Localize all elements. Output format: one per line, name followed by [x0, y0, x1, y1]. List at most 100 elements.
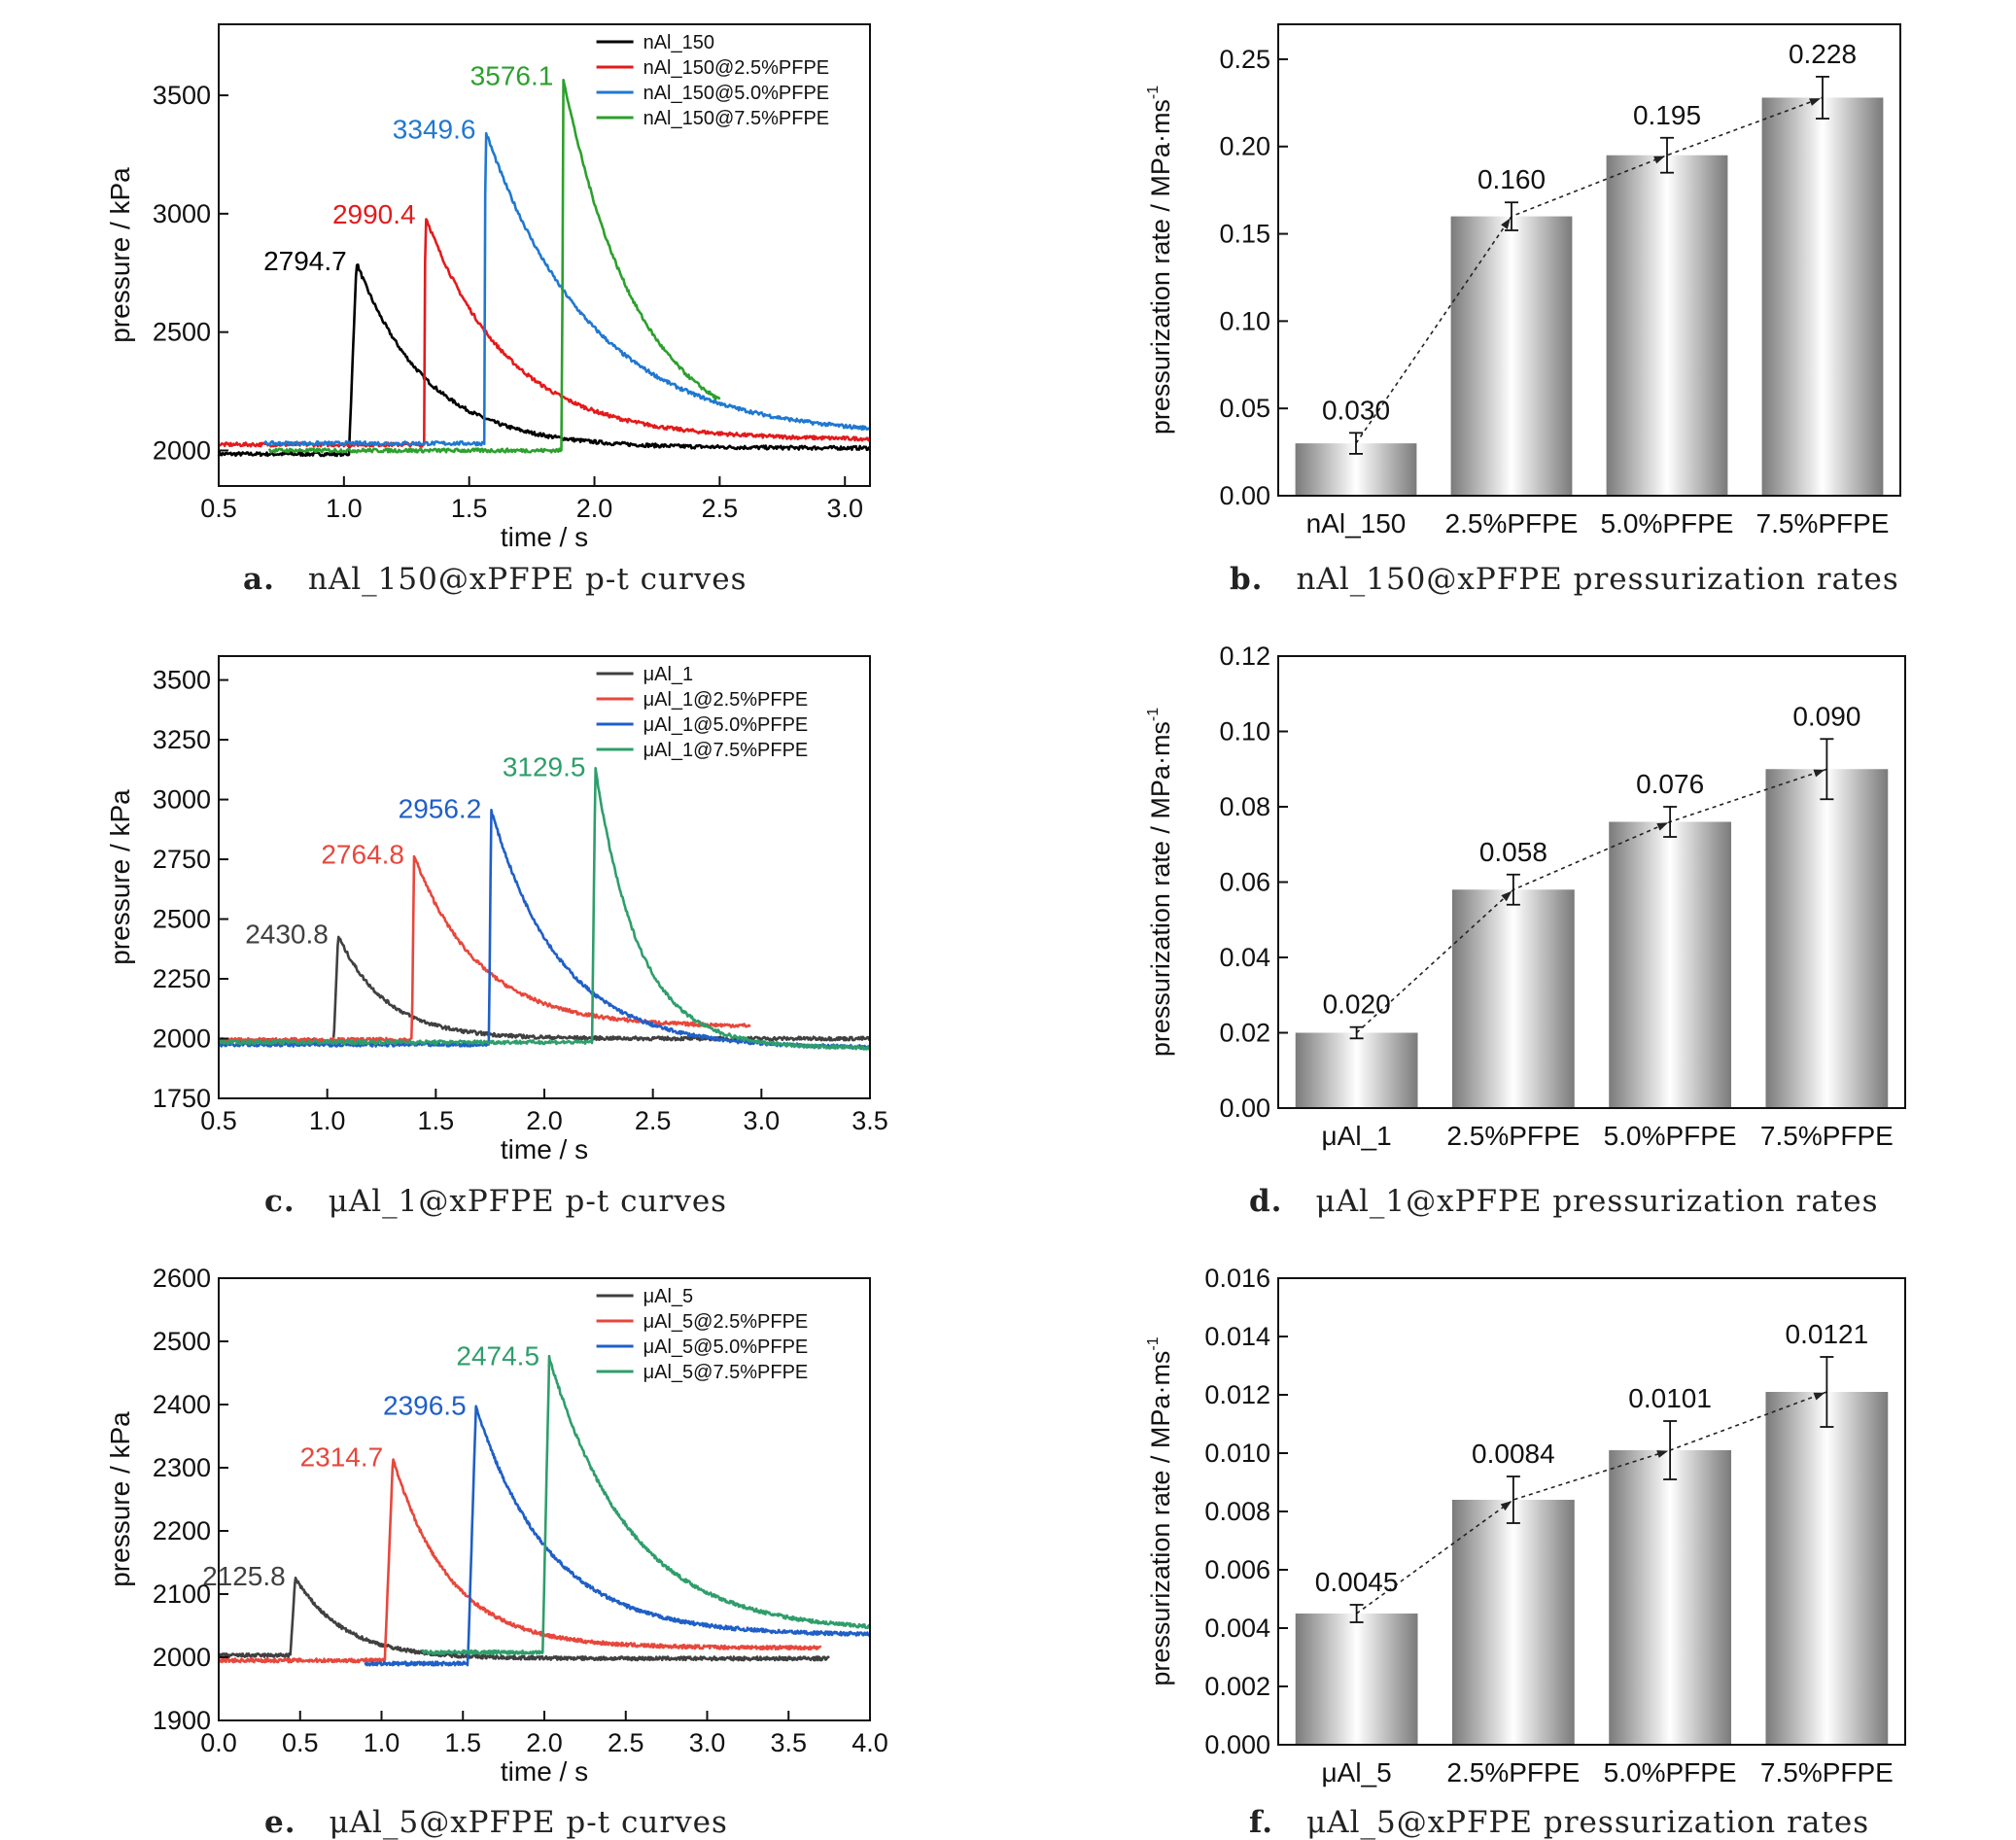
- x-category-label: 7.5%PFPE: [1760, 1757, 1894, 1788]
- y-tick-label: 0.06: [1219, 868, 1270, 897]
- caption-e: e. μAl_5@xPFPE p-t curves: [264, 1805, 728, 1840]
- caption-c: c. μAl_1@xPFPE p-t curves: [264, 1184, 727, 1219]
- y-tick-label: 0.20: [1219, 132, 1270, 161]
- y-tick-label: 2500: [153, 318, 211, 347]
- chart-b: 0.030 0.160 0.195 0.228 0.00 0.05 0.10 0.15 0.20…: [1145, 23, 1901, 538]
- chart-c: 2430.8 2764.8 2956.2 3129.5 0.5 1.0 1.5 2.0 2.5 3…: [105, 655, 888, 1164]
- y-tick-label: 2000: [153, 1643, 211, 1672]
- caption-letter: f.: [1249, 1805, 1274, 1840]
- x-tick-label: 1.5: [444, 1728, 481, 1757]
- bar: [1606, 155, 1728, 496]
- caption-letter: e.: [264, 1805, 296, 1840]
- x-category-label: 7.5%PFPE: [1756, 508, 1890, 538]
- plot-frame: [1277, 23, 1901, 497]
- x-tick-label: 0.0: [200, 1728, 237, 1757]
- legend-entry: μAl_1@2.5%PFPE: [643, 689, 809, 711]
- y-axis-label: pressurization rate / MPa·ms-1: [1145, 86, 1175, 434]
- y-tick-label: 0.25: [1219, 45, 1270, 74]
- bar: [1450, 216, 1573, 496]
- x-category-label: 2.5%PFPE: [1445, 508, 1579, 538]
- chart-e: 2125.8 2314.7 2396.5 2474.5 0.0 0.5 1.0 1.5 2.0 2…: [105, 1264, 888, 1787]
- trend-arrowhead: [1813, 1392, 1825, 1401]
- y-axis-label: pressure / kPa: [105, 1411, 135, 1587]
- series-line-2: [218, 1458, 822, 1664]
- y-tick-label: 0.10: [1219, 717, 1270, 746]
- series-line-4: [421, 1354, 871, 1655]
- value-label: 0.195: [1633, 100, 1701, 130]
- series-line-2: [217, 854, 751, 1043]
- y-tick-label: 0.004: [1204, 1614, 1270, 1643]
- y-tick-label: 0.00: [1219, 1094, 1270, 1123]
- series-line-1: [218, 935, 872, 1045]
- y-axis-label: pressure / kPa: [105, 167, 135, 343]
- y-tick-label: 3000: [153, 199, 211, 228]
- caption-letter: c.: [264, 1184, 295, 1219]
- x-category-label: 2.5%PFPE: [1446, 1121, 1580, 1151]
- legend-entry: nAl_150: [643, 32, 714, 53]
- y-tick-label: 1750: [153, 1084, 211, 1113]
- series-line-3: [262, 131, 872, 447]
- y-tick-label: 0.000: [1204, 1730, 1270, 1759]
- caption-text: μAl_5@xPFPE pressurization rates: [1306, 1805, 1870, 1840]
- bar: [1295, 1032, 1418, 1108]
- peak-label: 2794.7: [263, 246, 347, 276]
- y-tick-label: 1900: [153, 1706, 211, 1735]
- y-axis-label-sup: -1: [1145, 86, 1162, 99]
- legend-entry: μAl_5@2.5%PFPE: [643, 1311, 809, 1333]
- peak-label: 2430.8: [245, 920, 329, 950]
- trend-arrowhead: [1809, 98, 1822, 106]
- chart-f: 0.0045 0.0084 0.0101 0.0121 0.000 0.002 0.004 0…: [1145, 1264, 1906, 1788]
- series-line-1: [218, 1577, 830, 1662]
- legend-entry: nAl_150@2.5%PFPE: [643, 57, 830, 79]
- caption-a: a. nAl_150@xPFPE p-t curves: [243, 562, 747, 597]
- x-axis-label: time / s: [501, 522, 588, 552]
- x-tick-label: 0.5: [200, 1106, 237, 1135]
- y-axis-label-main: pressurization rate / MPa·ms: [1146, 99, 1175, 434]
- peak-label: 2990.4: [332, 199, 416, 229]
- x-category-label: 2.5%PFPE: [1446, 1757, 1580, 1788]
- trend-line: [1356, 768, 1827, 1034]
- y-tick-label: 0.014: [1204, 1322, 1270, 1351]
- x-tick-label: 3.0: [826, 494, 863, 523]
- y-tick-label: 2500: [153, 1327, 211, 1356]
- x-category-label: μAl_1: [1322, 1121, 1392, 1151]
- x-tick-label: 3.0: [689, 1728, 726, 1757]
- x-category-label: 5.0%PFPE: [1601, 508, 1734, 538]
- y-axis-label-main: pressurization rate / MPa·ms: [1146, 721, 1175, 1057]
- x-category-label: 5.0%PFPE: [1604, 1757, 1737, 1788]
- peak-label: 2764.8: [321, 839, 404, 869]
- y-tick-label: 2750: [153, 845, 211, 874]
- x-category-label: nAl_150: [1306, 508, 1407, 538]
- y-tick-label: 3000: [153, 785, 211, 815]
- peak-label: 3129.5: [503, 752, 586, 782]
- y-tick-label: 0.006: [1204, 1555, 1270, 1584]
- x-tick-label: 2.0: [526, 1106, 563, 1135]
- plot-frame: [218, 23, 871, 487]
- x-tick-label: 3.0: [744, 1106, 781, 1135]
- bar: [1761, 97, 1884, 496]
- caption-letter: a.: [243, 562, 275, 597]
- bar: [1451, 1500, 1575, 1745]
- caption-d: d. μAl_1@xPFPE pressurization rates: [1249, 1184, 1879, 1219]
- x-axis-label: time / s: [501, 1756, 588, 1787]
- bar: [1765, 769, 1889, 1108]
- peak-label: 2396.5: [383, 1390, 467, 1420]
- x-tick-label: 2.5: [608, 1728, 644, 1757]
- caption-text: μAl_5@xPFPE p-t curves: [329, 1805, 728, 1840]
- value-label: 0.076: [1636, 769, 1704, 799]
- y-tick-label: 2000: [153, 1024, 211, 1054]
- caption-letter: b.: [1230, 562, 1264, 597]
- x-tick-label: 1.0: [309, 1106, 346, 1135]
- value-label: 0.090: [1792, 701, 1860, 731]
- value-label: 0.0121: [1786, 1319, 1869, 1349]
- y-tick-label: 2600: [153, 1264, 211, 1293]
- trend-arrowhead: [1656, 1450, 1669, 1458]
- caption-text: μAl_1@xPFPE p-t curves: [328, 1184, 728, 1219]
- y-tick-label: 2400: [153, 1390, 211, 1419]
- series-line-4: [267, 79, 721, 454]
- x-axis-label: time / s: [501, 1134, 588, 1164]
- trend-line: [1356, 1391, 1827, 1614]
- y-tick-label: 3500: [153, 666, 211, 695]
- x-tick-label: 0.5: [282, 1728, 319, 1757]
